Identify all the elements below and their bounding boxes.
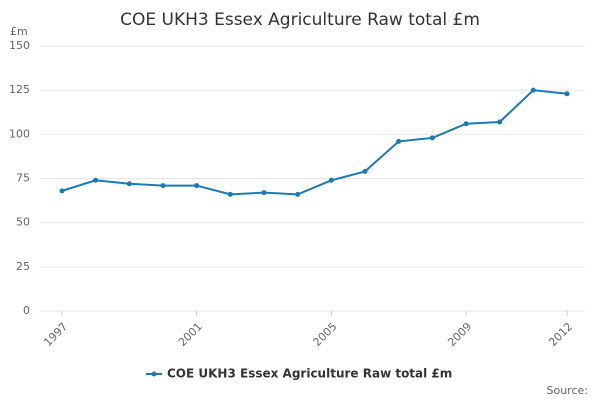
legend-swatch-dot bbox=[151, 371, 157, 377]
data-point bbox=[396, 138, 402, 144]
data-point bbox=[362, 168, 368, 174]
data-point bbox=[126, 181, 132, 187]
chart-title: COE UKH3 Essex Agriculture Raw total £m bbox=[120, 10, 480, 30]
data-point bbox=[328, 177, 334, 183]
x-tick-label: 2005 bbox=[311, 320, 340, 349]
data-line bbox=[61, 89, 568, 196]
y-tick-label: 125 bbox=[9, 83, 30, 96]
data-point bbox=[194, 183, 200, 189]
data-point bbox=[160, 183, 166, 189]
data-point bbox=[295, 191, 301, 197]
data-point bbox=[261, 190, 267, 196]
y-axis-label: £m bbox=[10, 25, 28, 38]
x-tick-label: 1997 bbox=[41, 320, 70, 349]
data-point bbox=[463, 121, 469, 127]
y-tick-label: 50 bbox=[16, 216, 30, 229]
data-point bbox=[93, 177, 99, 183]
data-point bbox=[530, 87, 536, 93]
data-point bbox=[564, 91, 570, 97]
y-tick-label: 75 bbox=[16, 172, 30, 185]
x-tick-label: 2001 bbox=[176, 320, 205, 349]
x-tick-label: 2009 bbox=[445, 320, 474, 349]
y-tick-label: 150 bbox=[9, 39, 30, 52]
data-point bbox=[227, 191, 233, 197]
y-tick-label: 100 bbox=[9, 127, 30, 140]
y-tick-label: 0 bbox=[23, 304, 30, 317]
y-tick-label: 25 bbox=[16, 260, 30, 273]
legend-label: COE UKH3 Essex Agriculture Raw total £m bbox=[167, 367, 452, 381]
x-tick-label: 2012 bbox=[546, 320, 575, 349]
source: Source: bbox=[547, 384, 589, 397]
data-point bbox=[59, 188, 65, 194]
data-point bbox=[497, 119, 503, 125]
data-point bbox=[429, 135, 435, 141]
